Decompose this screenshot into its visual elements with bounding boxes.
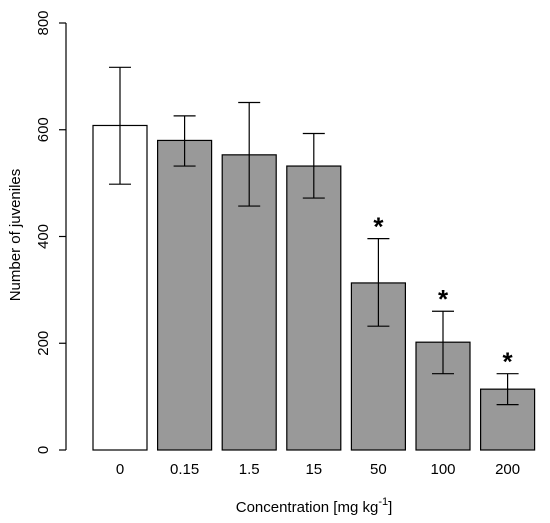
- significance-marker-50: *: [373, 212, 384, 242]
- x-tick-label-1.5: 1.5: [239, 461, 260, 478]
- x-tick-label-15: 15: [305, 461, 322, 478]
- x-tick-label-0.15: 0.15: [170, 461, 199, 478]
- x-tick-label-0: 0: [116, 461, 124, 478]
- x-axis-label-superscript: -1: [378, 496, 388, 508]
- y-tick-label-400: 400: [35, 224, 52, 249]
- significance-marker-100: *: [438, 284, 449, 314]
- x-axis-label-suffix: ]: [388, 499, 392, 516]
- bars-group: * * *: [92, 66, 536, 451]
- x-tick-label-200: 200: [495, 461, 520, 478]
- bar-15: [286, 165, 342, 451]
- y-axis-label: Number of juveniles: [7, 169, 24, 302]
- x-tick-label-100: 100: [430, 461, 455, 478]
- x-tick-labels: 0 0.15 1.5 15 50 100 200: [116, 461, 520, 478]
- y-tick-label-200: 200: [35, 331, 52, 356]
- x-tick-label-50: 50: [370, 461, 387, 478]
- bar-0.15: [157, 139, 213, 451]
- y-tick-label-800: 800: [35, 10, 52, 35]
- x-axis-label-main: Concentration [mg kg: [236, 499, 379, 516]
- y-tick-label-600: 600: [35, 117, 52, 142]
- x-axis-label: Concentration [mg kg-1]: [236, 496, 393, 516]
- y-axis: 0 200 400 600 800: [35, 10, 67, 454]
- significance-marker-200: *: [503, 347, 514, 377]
- y-tick-label-0: 0: [35, 446, 52, 454]
